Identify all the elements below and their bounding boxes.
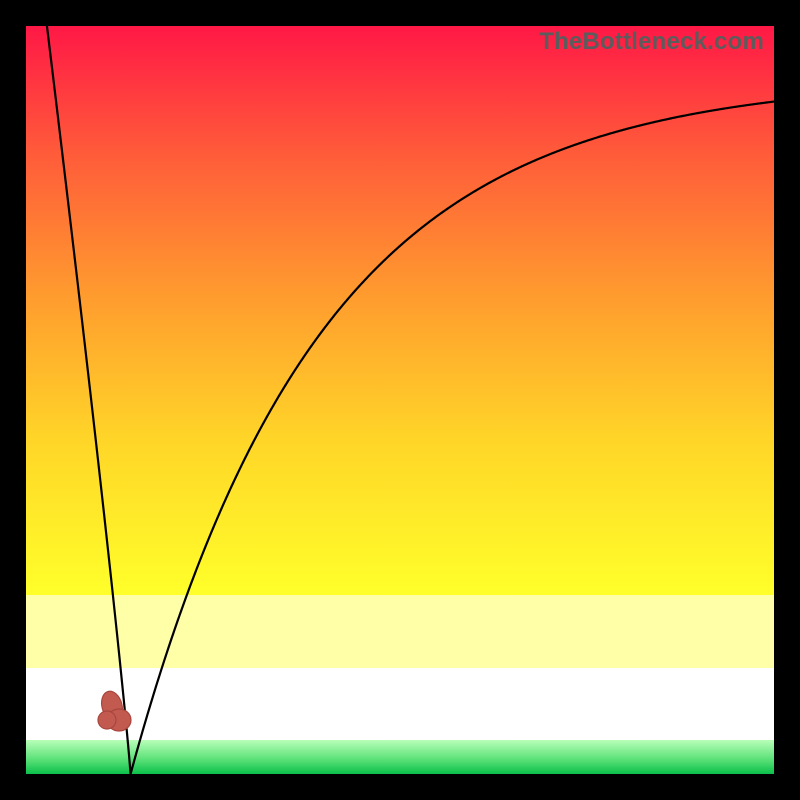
v-curve [47, 26, 774, 774]
chart-frame: TheBottleneck.com [0, 0, 800, 800]
marker-cluster [98, 689, 131, 731]
chart-svg [26, 26, 774, 774]
marker-blob [98, 711, 116, 729]
plot-area [26, 26, 774, 774]
watermark-label: TheBottleneck.com [539, 28, 764, 56]
